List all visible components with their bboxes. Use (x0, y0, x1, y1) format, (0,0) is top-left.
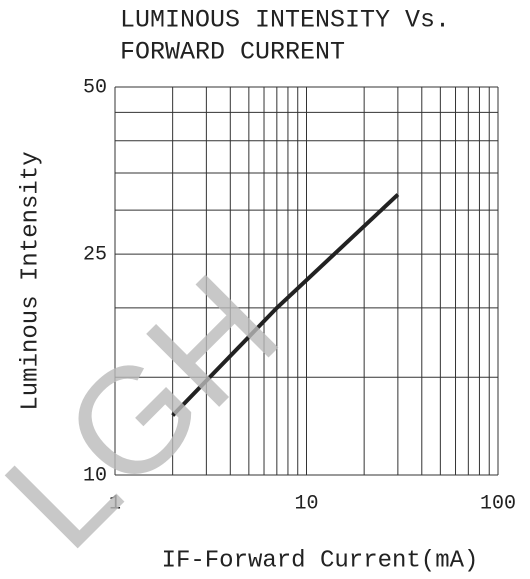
x-axis-label: IF-Forward Current(mA) (162, 547, 479, 574)
data-line (171, 193, 400, 417)
x-tick-label: 10 (294, 492, 318, 515)
y-axis-label: Luminous Intensity (17, 151, 44, 410)
x-tick-label: 100 (480, 492, 516, 515)
y-tick-label: 10 (83, 464, 107, 487)
y-tick-label: 50 (83, 76, 107, 99)
watermark: LGH (0, 243, 310, 579)
chart-title: LUMINOUS INTENSITY Vs. (120, 6, 450, 35)
x-tick-label: 1 (109, 492, 121, 515)
chart-title: FORWARD CURRENT (120, 38, 345, 67)
y-tick-label: 25 (83, 243, 107, 266)
